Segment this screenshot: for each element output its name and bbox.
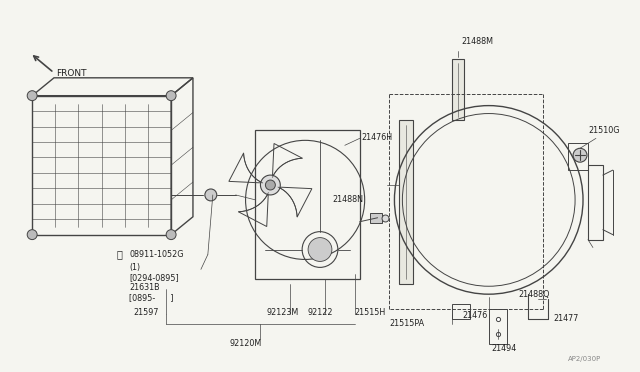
Circle shape (308, 238, 332, 262)
Circle shape (166, 230, 176, 240)
Text: (1): (1) (129, 263, 141, 272)
Text: 08911-1052G: 08911-1052G (129, 250, 184, 259)
Polygon shape (452, 59, 464, 121)
Text: 21488N: 21488N (332, 195, 363, 204)
Text: FRONT: FRONT (56, 69, 86, 78)
Text: 21631B: 21631B (129, 283, 160, 292)
Text: [0294-0895]: [0294-0895] (129, 273, 179, 282)
Circle shape (28, 230, 37, 240)
Text: [0895-      ]: [0895- ] (129, 293, 174, 302)
Text: 21476: 21476 (462, 311, 487, 320)
Text: 21510G: 21510G (588, 126, 620, 135)
Text: 21477: 21477 (553, 314, 579, 324)
Circle shape (166, 91, 176, 101)
Text: 21597: 21597 (134, 308, 159, 317)
Text: 92123M: 92123M (266, 308, 298, 317)
Text: 92120M: 92120M (229, 339, 262, 348)
Text: 21488M: 21488M (461, 36, 493, 46)
Text: Ⓝ: Ⓝ (116, 250, 122, 260)
Circle shape (28, 91, 37, 101)
Circle shape (260, 175, 280, 195)
Circle shape (573, 148, 587, 162)
Polygon shape (370, 213, 381, 223)
Circle shape (266, 180, 275, 190)
Polygon shape (399, 121, 413, 284)
Text: AP2/030P: AP2/030P (568, 356, 602, 362)
Text: 21476H: 21476H (362, 133, 393, 142)
Text: 21515H: 21515H (355, 308, 386, 317)
Text: 21494: 21494 (492, 344, 517, 353)
Text: 21515PA: 21515PA (390, 320, 424, 328)
Text: 21488Q: 21488Q (518, 290, 550, 299)
Circle shape (205, 189, 217, 201)
Text: 92122: 92122 (307, 308, 333, 317)
